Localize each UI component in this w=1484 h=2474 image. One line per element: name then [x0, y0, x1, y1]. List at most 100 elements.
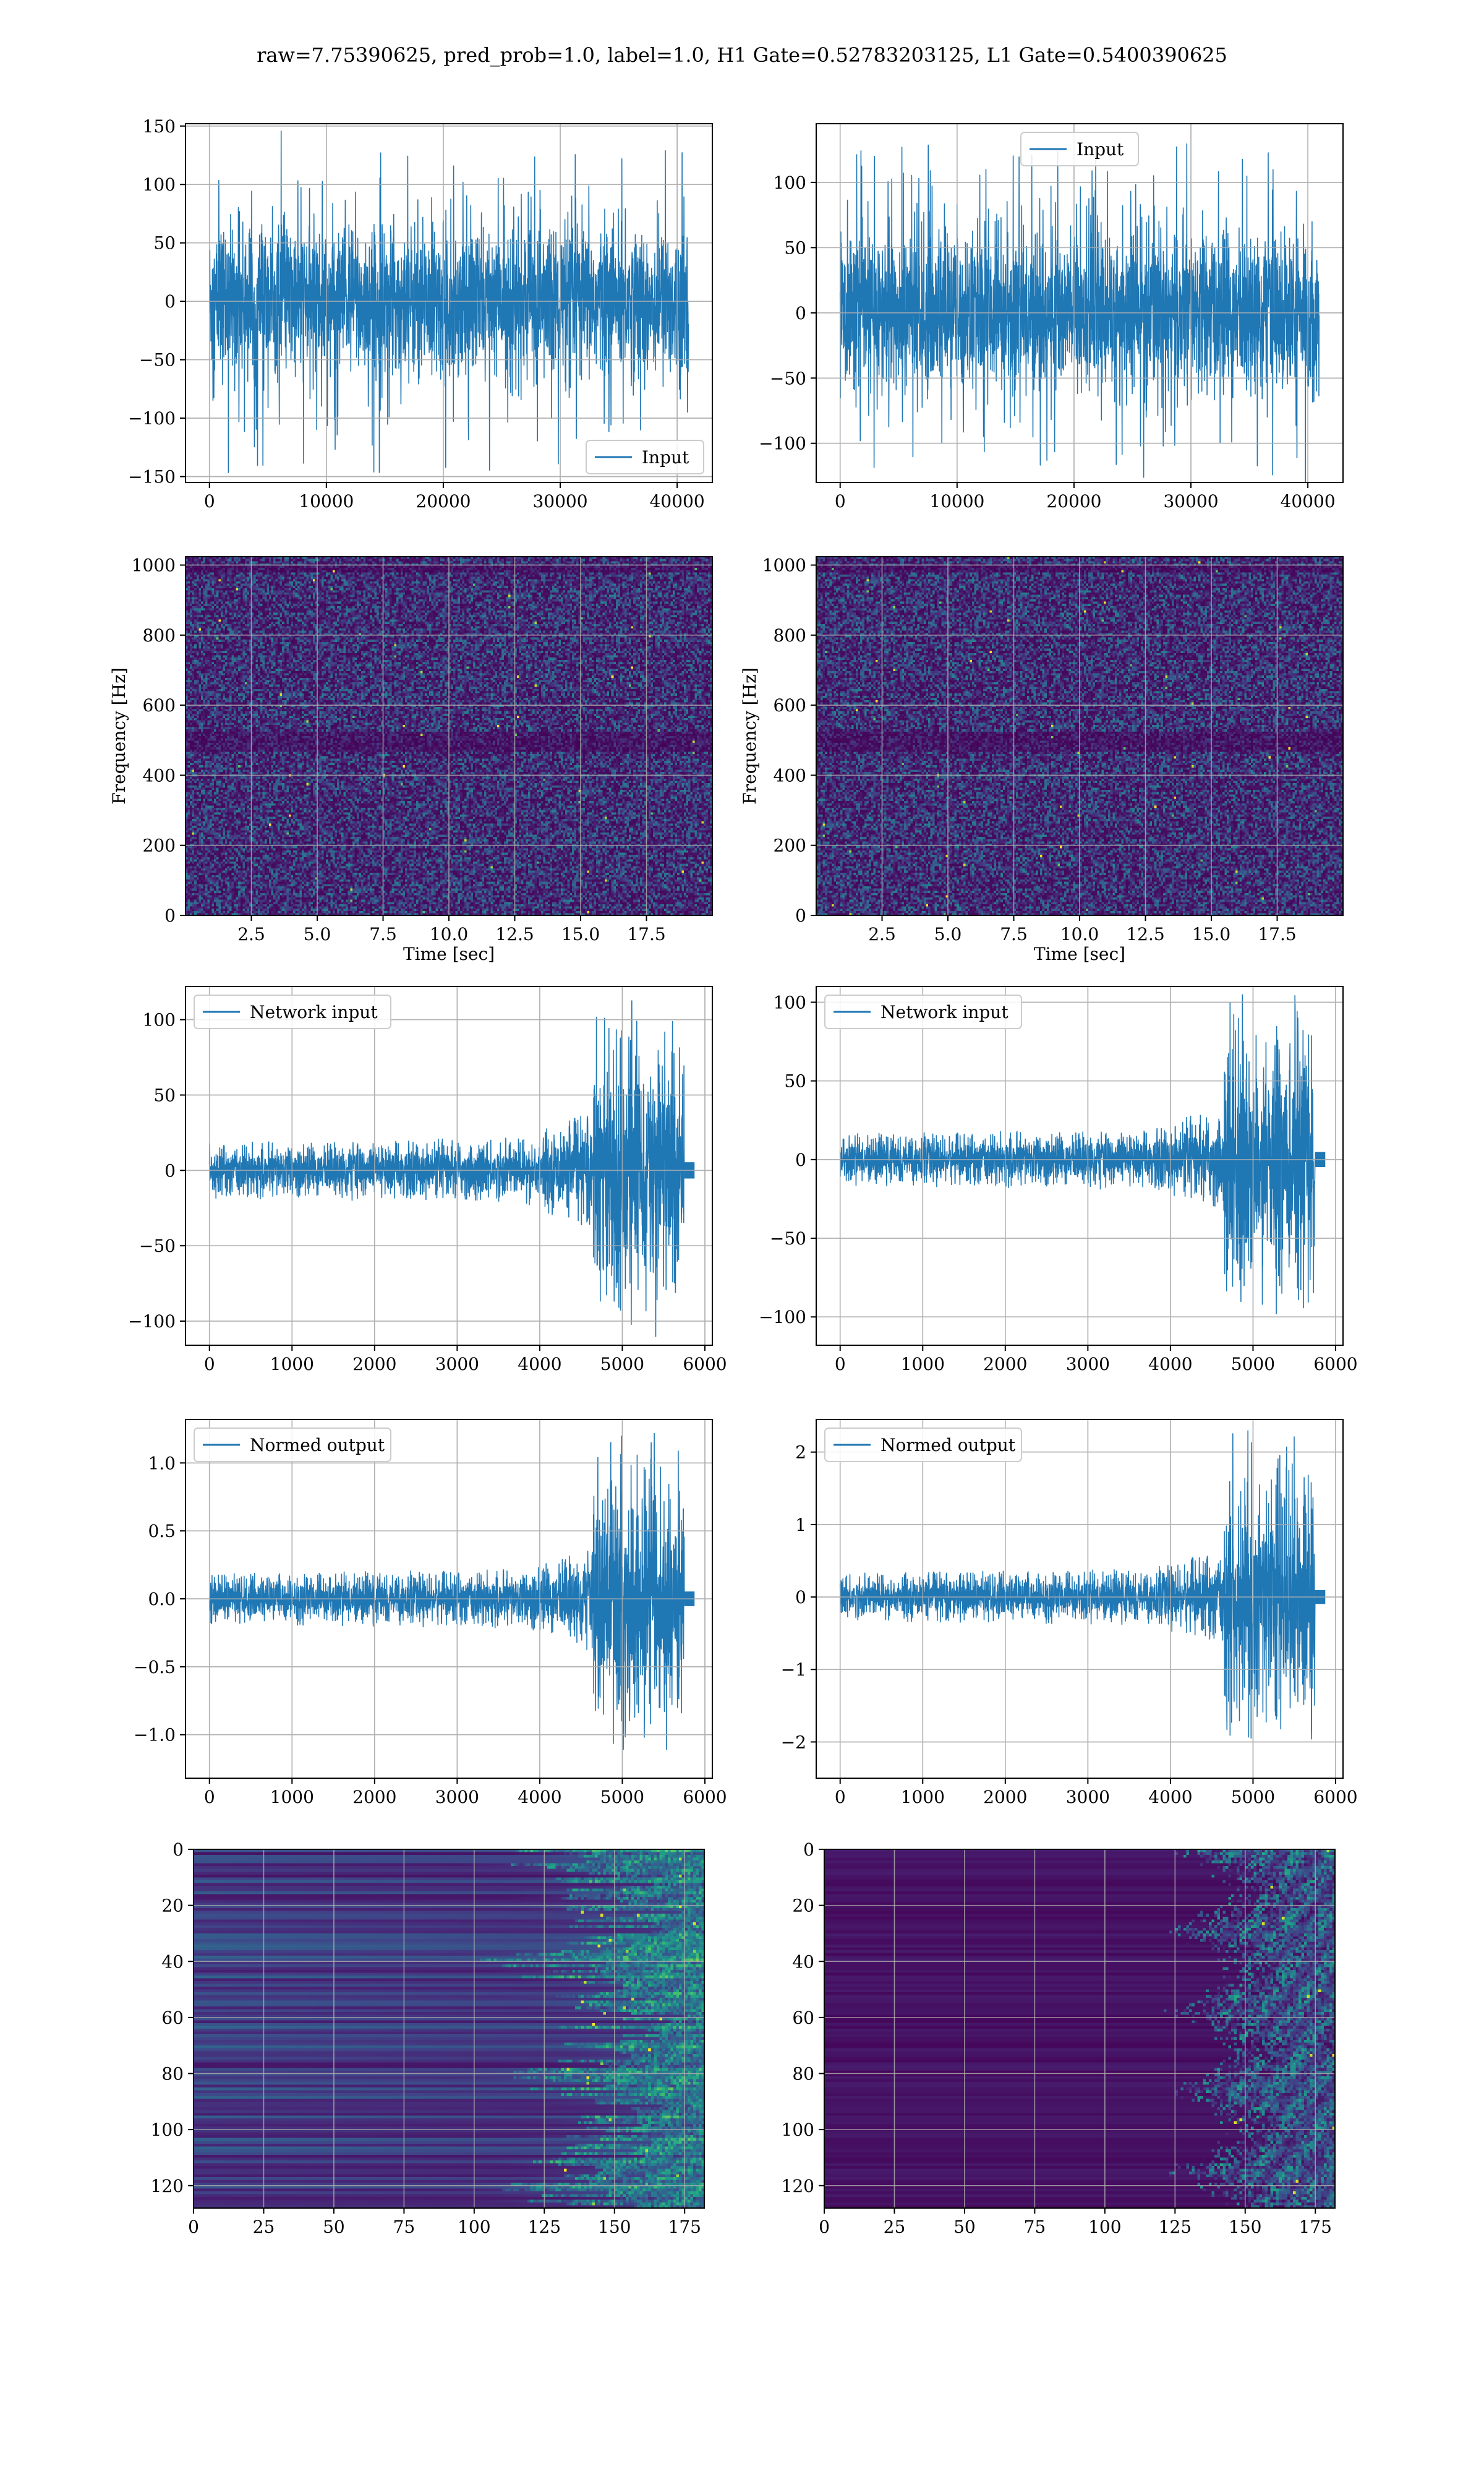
y-tick-label: 100 — [143, 174, 176, 195]
x-tick-label: 20000 — [1046, 491, 1101, 511]
chart-feat-l1: 0 25 50 75 100 125 150 175 0 20 40 60 80 100 120 — [782, 1839, 1336, 2237]
y-tick-label: 600 — [774, 695, 806, 716]
legend-label: Network input — [881, 1002, 1009, 1022]
y-tick-label: 20 — [161, 1896, 184, 1916]
y-tick-label: 50 — [153, 233, 176, 254]
y-tick-label: −100 — [128, 408, 176, 429]
y-tick-label: 1.0 — [148, 1453, 176, 1473]
y-tick-label: 60 — [161, 2008, 184, 2028]
x-tick-label: 10000 — [929, 491, 984, 511]
legend-label: Normed output — [881, 1435, 1016, 1455]
y-tick-label: 0 — [164, 1160, 176, 1181]
x-tick-label: 0 — [188, 2217, 199, 2237]
y-tick-label: 0 — [164, 905, 176, 926]
y-tick-label: 200 — [143, 836, 176, 856]
x-tick-label: 4000 — [1148, 1787, 1192, 1807]
axes-frame — [185, 123, 713, 483]
x-tick-label: 2000 — [983, 1354, 1027, 1374]
x-tick-label: 3000 — [1066, 1354, 1110, 1374]
y-axis-label: Frequency [Hz] — [109, 667, 129, 804]
x-tick-label: 10000 — [299, 491, 354, 511]
x-tick-label: 17.5 — [1258, 924, 1296, 944]
y-tick-label: 800 — [774, 625, 806, 646]
legend: Normed output — [824, 1427, 1022, 1462]
chart-norm-h1: 0 1000 2000 3000 4000 5000 6000 −1.0 −0.5 0.0 0.5 1… — [134, 1419, 727, 1807]
y-tick-label: 40 — [161, 1951, 184, 1972]
x-tick-label: 1000 — [901, 1787, 945, 1807]
axes-frame — [824, 1849, 1336, 2209]
series-line — [839, 1430, 1320, 1740]
chart-net-l1: 0 1000 2000 3000 4000 5000 6000 −100 −50 0 50 100 Ne… — [759, 986, 1358, 1374]
x-tick-label: 4000 — [518, 1354, 561, 1374]
x-tick-label: 17.5 — [627, 924, 665, 944]
x-tick-label: 75 — [393, 2217, 416, 2237]
y-tick-label: −1 — [781, 1659, 806, 1680]
x-tick-label: 175 — [668, 2217, 701, 2237]
legend-box — [824, 995, 1022, 1029]
legend: Network input — [194, 995, 391, 1029]
y-tick-label: −100 — [128, 1311, 176, 1332]
y-tick-label: 600 — [143, 695, 176, 716]
y-tick-label: 0 — [173, 1839, 184, 1860]
legend-label: Input — [1077, 139, 1124, 160]
chart-spec-h1: 2.5 5.0 7.5 10.0 12.5 15.0 17.5 0 200 400 600 800 10… — [109, 555, 713, 964]
x-axis-label: Time [sec] — [1034, 944, 1125, 964]
x-tick-label: 3000 — [1066, 1787, 1110, 1807]
chart-raw-h1: 0 10000 20000 30000 40000 −150 −100 −50 0 50 100 15… — [128, 116, 713, 511]
chart-feat-h1: 0 25 50 75 100 125 150 175 0 20 40 60 80 100 120 — [151, 1839, 705, 2237]
legend-label: Normed output — [250, 1435, 385, 1455]
legend-box — [194, 1427, 391, 1462]
x-tick-label: 150 — [1229, 2217, 1261, 2237]
legend: Normed output — [194, 1427, 391, 1462]
x-tick-label: 6000 — [683, 1354, 727, 1374]
x-tick-label: 5000 — [600, 1354, 644, 1374]
x-tick-label: 7.5 — [369, 924, 397, 944]
y-tick-label: −50 — [139, 350, 176, 370]
x-tick-label: 2000 — [352, 1354, 396, 1374]
x-tick-label: 6000 — [1313, 1354, 1357, 1374]
x-tick-label: 25 — [884, 2217, 906, 2237]
x-tick-label: 0 — [835, 1787, 846, 1807]
x-tick-label: 150 — [598, 2217, 631, 2237]
chart-spec-l1: 2.5 5.0 7.5 10.0 12.5 15.0 17.5 0 200 400 600 800 10… — [740, 555, 1344, 964]
x-tick-label: 5000 — [600, 1787, 644, 1807]
y-tick-label: 0 — [164, 291, 176, 312]
y-tick-label: 100 — [774, 173, 806, 193]
y-tick-label: −100 — [759, 434, 806, 454]
x-tick-label: 7.5 — [1000, 924, 1028, 944]
series-line — [208, 130, 689, 473]
x-tick-label: 0 — [204, 1354, 215, 1374]
y-tick-label: 80 — [792, 2064, 814, 2084]
y-tick-label: 200 — [774, 836, 806, 856]
x-tick-label: 1000 — [901, 1354, 945, 1374]
y-tick-label: −2 — [781, 1732, 806, 1752]
x-tick-label: 20000 — [416, 491, 471, 511]
legend: Network input — [824, 995, 1022, 1029]
x-tick-label: 40000 — [650, 491, 705, 511]
y-tick-label: −0.5 — [134, 1657, 176, 1677]
x-tick-label: 10.0 — [1060, 924, 1099, 944]
y-tick-label: 100 — [143, 1010, 176, 1030]
y-tick-label: 120 — [782, 2176, 814, 2196]
legend-label: Network input — [250, 1002, 378, 1022]
x-tick-label: 5000 — [1231, 1787, 1275, 1807]
axes-frame — [816, 123, 1344, 483]
axes-frame — [816, 1419, 1344, 1779]
y-tick-label: 0.5 — [148, 1521, 176, 1541]
x-tick-label: 12.5 — [1126, 924, 1164, 944]
x-tick-label: 5000 — [1231, 1354, 1275, 1374]
x-tick-label: 5.0 — [934, 924, 962, 944]
x-tick-label: 75 — [1024, 2217, 1046, 2237]
y-tick-label: 60 — [792, 2008, 814, 2028]
chart-norm-l1: 0 1000 2000 3000 4000 5000 6000 −2 −1 0 1 2 Normed o… — [781, 1419, 1358, 1807]
x-tick-label: 10.0 — [430, 924, 468, 944]
y-tick-label: 0 — [795, 1587, 806, 1607]
y-tick-label: −50 — [770, 368, 806, 388]
x-tick-label: 2.5 — [868, 924, 896, 944]
y-axis-label: Frequency [Hz] — [740, 667, 760, 804]
y-tick-label: −1.0 — [134, 1725, 176, 1745]
y-tick-label: 100 — [151, 2120, 184, 2140]
x-tick-label: 125 — [528, 2217, 561, 2237]
x-tick-label: 0 — [204, 491, 215, 511]
